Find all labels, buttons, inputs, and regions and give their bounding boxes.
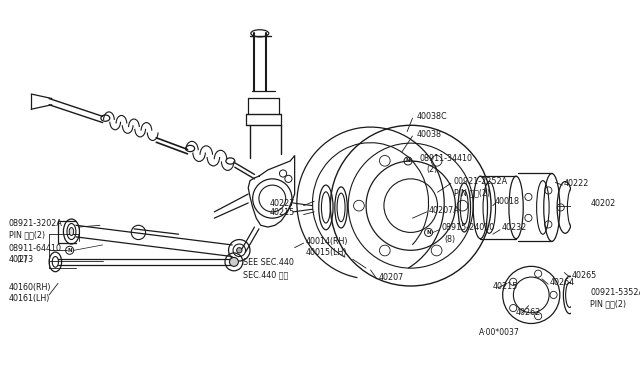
Text: (2): (2): [16, 255, 28, 264]
Circle shape: [230, 257, 238, 266]
Text: 08911-64410: 08911-64410: [9, 244, 62, 253]
Text: 00921-5352A: 00921-5352A: [590, 288, 640, 297]
Text: 40207A: 40207A: [429, 206, 460, 215]
Text: 40202: 40202: [590, 199, 616, 208]
Text: SEE SEC.440: SEE SEC.440: [243, 258, 294, 267]
Text: 40215: 40215: [493, 282, 518, 291]
Text: PIN ピン(2): PIN ピン(2): [454, 189, 490, 198]
Text: 40014(RH): 40014(RH): [305, 237, 348, 246]
Circle shape: [237, 248, 242, 253]
Text: N: N: [406, 158, 410, 164]
Text: 40265: 40265: [572, 271, 596, 280]
Text: PIN ピン(2): PIN ピン(2): [9, 231, 45, 240]
Text: 40232: 40232: [502, 224, 527, 232]
Text: 40173: 40173: [9, 255, 34, 264]
Text: SEC.440 参照: SEC.440 参照: [243, 270, 288, 279]
Text: 40262: 40262: [516, 308, 541, 317]
Text: 40018: 40018: [495, 197, 520, 206]
Text: 40227: 40227: [269, 199, 294, 208]
Text: (2): (2): [427, 166, 438, 174]
Text: A·00*0037: A·00*0037: [479, 328, 519, 337]
Text: 00921-2252A: 00921-2252A: [454, 177, 508, 186]
Text: N: N: [426, 230, 431, 235]
Text: (8): (8): [445, 235, 456, 244]
Text: 08915-24010: 08915-24010: [441, 224, 494, 232]
Text: 40038C: 40038C: [417, 112, 447, 121]
Text: PIN ピン(2): PIN ピン(2): [590, 299, 627, 308]
Text: 40015(LH): 40015(LH): [305, 248, 347, 257]
Text: 40207: 40207: [379, 273, 404, 282]
Text: N: N: [67, 248, 72, 253]
Text: 40038: 40038: [417, 130, 442, 139]
Text: 40264: 40264: [550, 278, 575, 287]
Text: 08921-3202A: 08921-3202A: [9, 219, 63, 228]
Text: 08911-34410: 08911-34410: [420, 154, 473, 163]
Text: 40161(LH): 40161(LH): [9, 294, 51, 303]
Ellipse shape: [69, 228, 74, 235]
Text: 40160(RH): 40160(RH): [9, 283, 51, 292]
Text: 40222: 40222: [563, 179, 589, 188]
Text: 40215: 40215: [269, 208, 294, 217]
